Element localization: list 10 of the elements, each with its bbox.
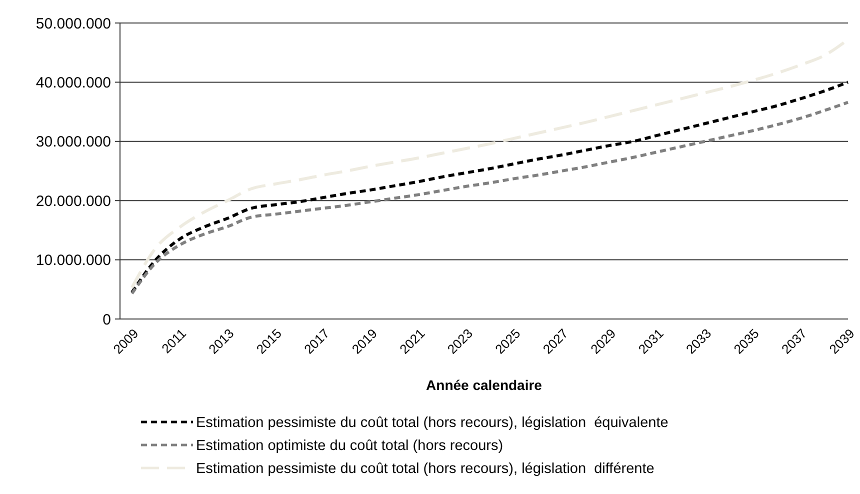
- legend-label: Estimation pessimiste du coût total (hors recours), législation équivalente: [196, 415, 668, 432]
- y-tick-label: 20.000.000: [36, 192, 111, 210]
- y-tick-label: 50.000.000: [36, 15, 111, 32]
- legend-label: Estimation pessimiste du coût total (hors recours), législation différente: [196, 461, 654, 478]
- y-tick-label: 0: [102, 311, 111, 328]
- legend-label: Estimation optimiste du coût total (hors recours): [196, 438, 504, 454]
- x-axis-title: Année calendaire: [426, 377, 542, 393]
- y-tick-label: 10.000.000: [36, 252, 111, 270]
- y-tick-label: 30.000.000: [36, 134, 111, 151]
- y-tick-label: 40.000.000: [36, 74, 111, 92]
